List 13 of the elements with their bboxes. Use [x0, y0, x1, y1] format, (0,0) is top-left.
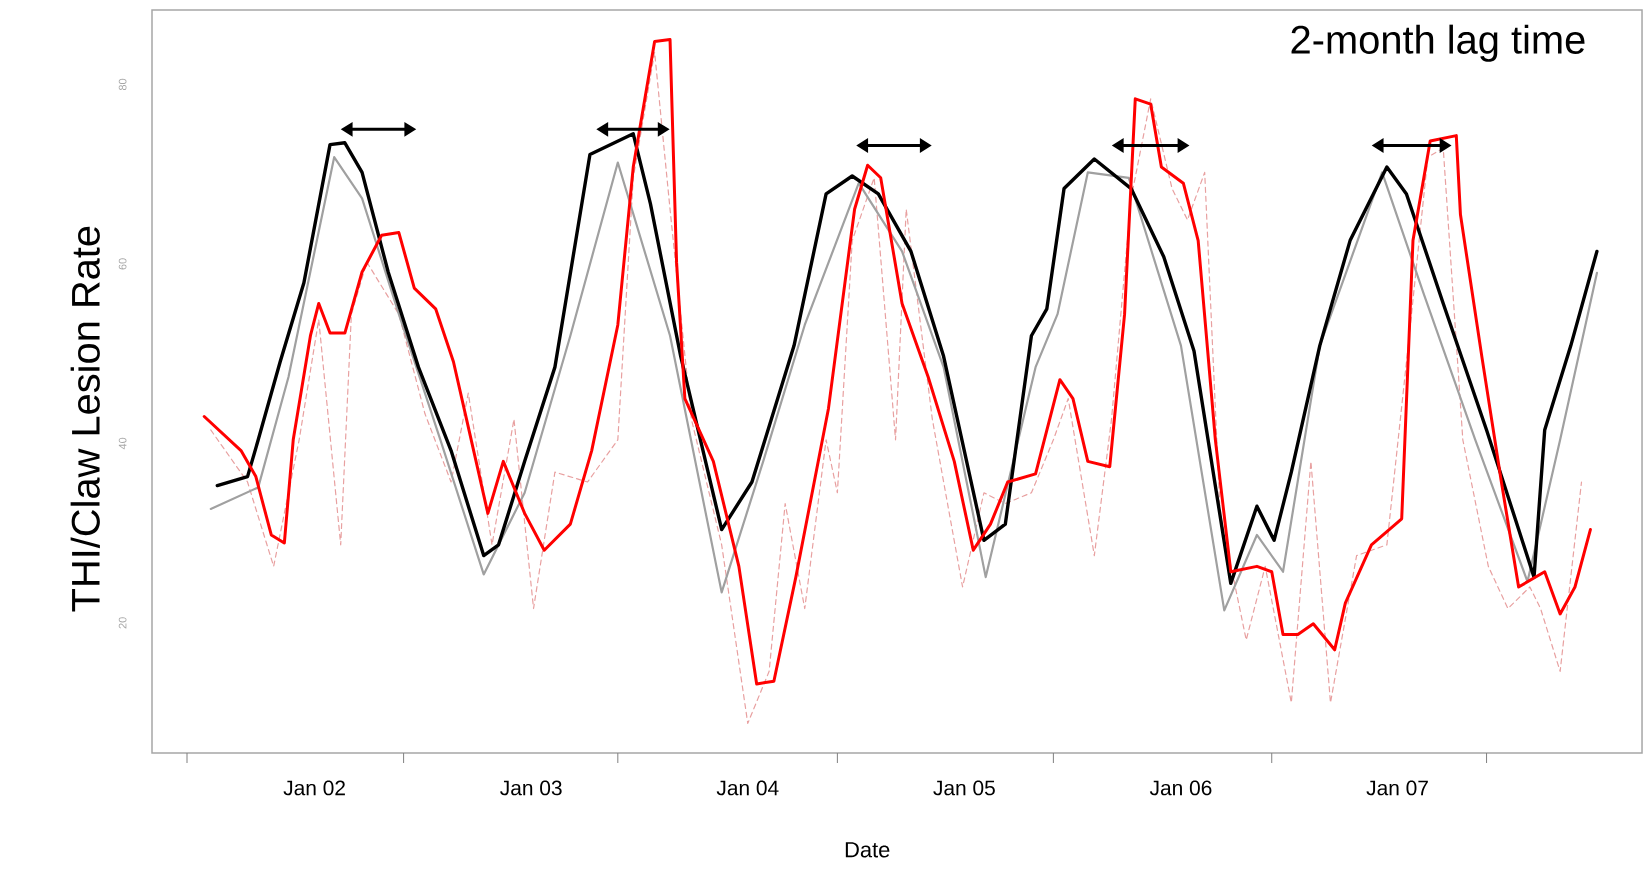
x-tick-label: Jan 03	[500, 780, 562, 796]
y-tick-label: 40	[118, 437, 127, 450]
x-tick-label: Jan 07	[1366, 780, 1428, 796]
x-tick-label: Jan 05	[933, 780, 995, 796]
annotation: 2-month lag time	[1291, 24, 1585, 62]
x-tick-label: Jan 02	[283, 780, 345, 796]
x-axis-title: Date	[845, 842, 890, 858]
y-tick-label: 80	[118, 78, 127, 91]
y-axis-title: THI/Claw Lesion Rate	[70, 226, 100, 612]
y-tick-label: 60	[118, 258, 127, 270]
x-tick-label: Jan 04	[716, 780, 779, 796]
y-tick-label: 20	[118, 617, 127, 629]
x-tick-label: Jan 06	[1149, 780, 1212, 796]
